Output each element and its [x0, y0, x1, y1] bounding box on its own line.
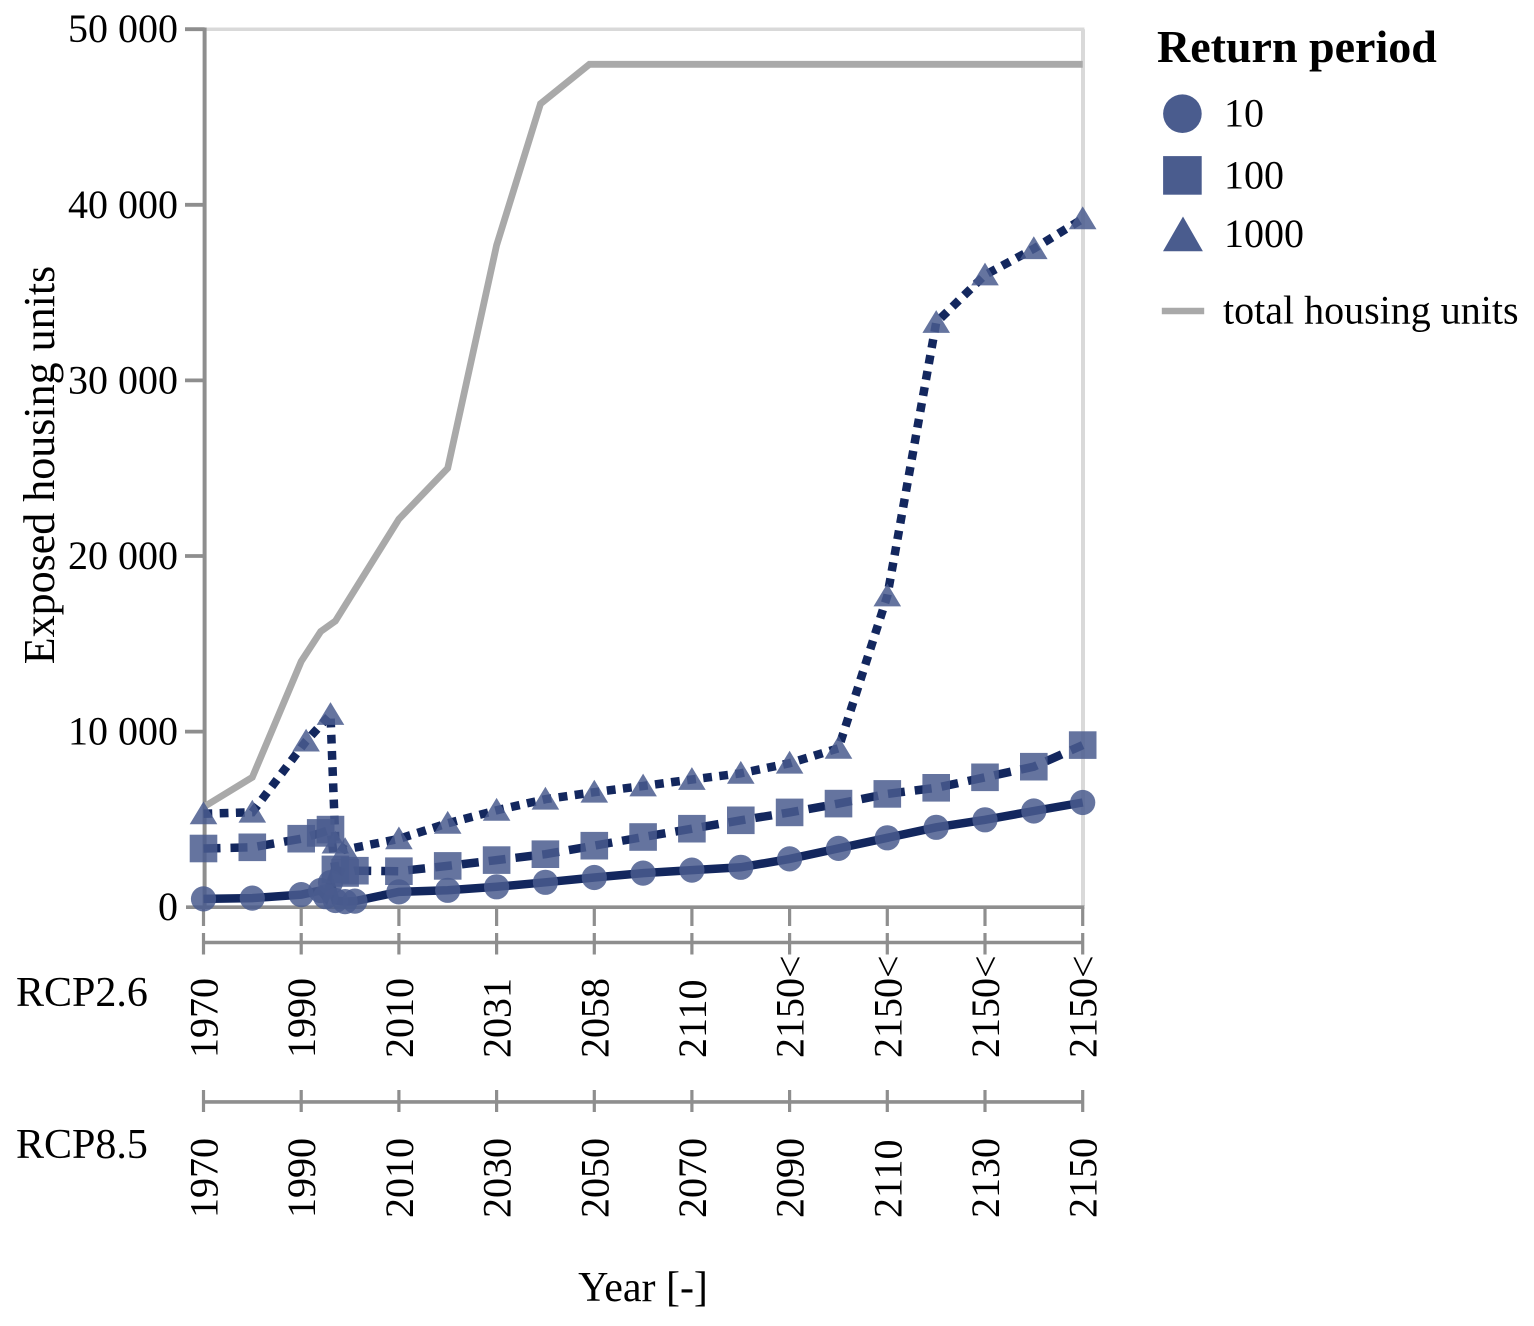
svg-text:Exposed housing units: Exposed housing units [15, 266, 64, 664]
svg-text:Return period: Return period [1157, 21, 1437, 72]
svg-text:2150<: 2150< [768, 955, 813, 1058]
svg-text:2050: 2050 [572, 1138, 617, 1218]
svg-text:2010: 2010 [377, 978, 422, 1058]
svg-text:1970: 1970 [182, 978, 227, 1058]
svg-text:2110: 2110 [670, 979, 715, 1058]
svg-text:1970: 1970 [182, 1138, 227, 1218]
svg-text:2150: 2150 [1061, 1138, 1106, 1218]
svg-text:2030: 2030 [475, 1138, 520, 1218]
svg-text:1990: 1990 [279, 1138, 324, 1218]
svg-text:2090: 2090 [768, 1138, 813, 1218]
svg-text:RCP8.5: RCP8.5 [16, 1122, 148, 1168]
svg-text:2150<: 2150< [963, 955, 1008, 1058]
svg-text:50 000: 50 000 [68, 6, 178, 51]
svg-text:20 000: 20 000 [68, 533, 178, 578]
svg-text:2070: 2070 [670, 1138, 715, 1218]
svg-text:2150<: 2150< [865, 955, 910, 1058]
svg-text:2150<: 2150< [1061, 955, 1106, 1058]
svg-text:0: 0 [158, 884, 178, 929]
svg-text:RCP2.6: RCP2.6 [16, 970, 148, 1016]
svg-text:10 000: 10 000 [68, 709, 178, 754]
svg-text:1000: 1000 [1224, 211, 1304, 256]
svg-text:100: 100 [1224, 152, 1284, 197]
svg-text:total housing units: total housing units [1223, 288, 1519, 333]
svg-text:2130: 2130 [963, 1138, 1008, 1218]
svg-text:40 000: 40 000 [68, 182, 178, 227]
svg-text:2010: 2010 [377, 1138, 422, 1218]
svg-text:30 000: 30 000 [68, 357, 178, 402]
svg-text:2058: 2058 [572, 978, 617, 1058]
svg-text:10: 10 [1224, 91, 1264, 136]
svg-text:2031: 2031 [475, 978, 520, 1058]
svg-text:1990: 1990 [279, 978, 324, 1058]
svg-text:2110: 2110 [865, 1139, 910, 1218]
svg-text:Year [-]: Year [-] [578, 1265, 708, 1311]
